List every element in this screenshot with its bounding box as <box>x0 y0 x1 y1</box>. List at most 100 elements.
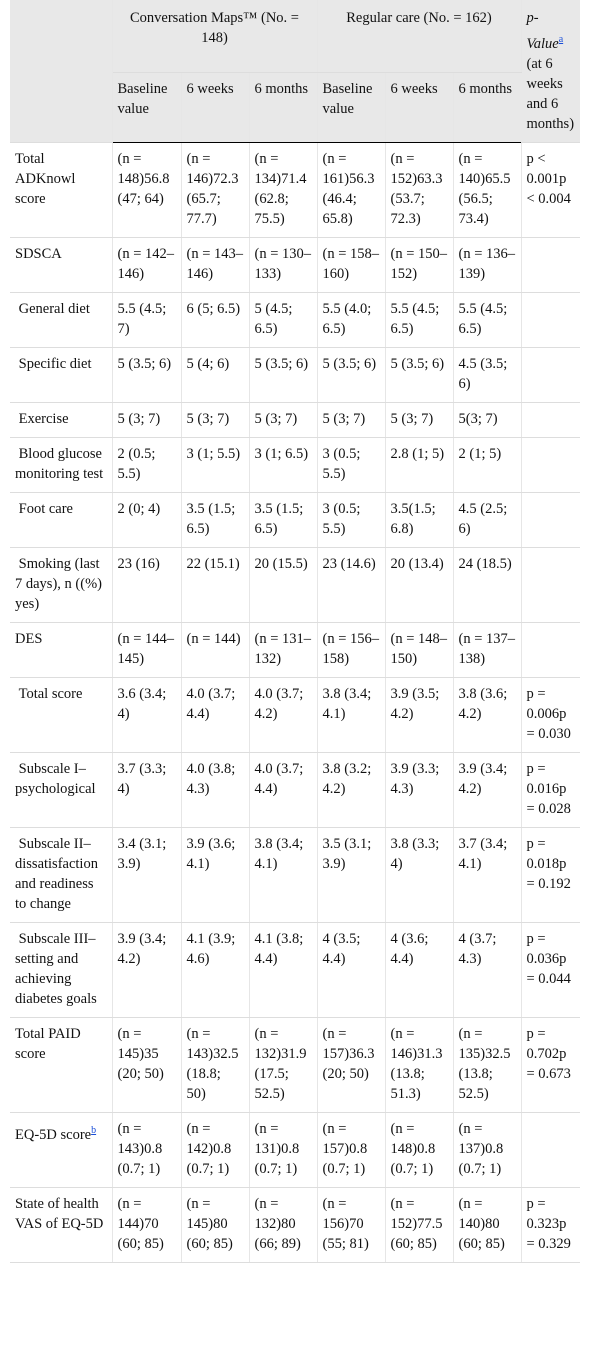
data-cell: 5 (3.5; 6) <box>385 347 454 403</box>
p-value-cell <box>521 347 580 403</box>
data-cell: (n = 148)56.8 (47; 64) <box>112 141 182 238</box>
row-label-text: Foot care <box>15 500 73 517</box>
data-cell: (n = 156)70 (55; 81) <box>317 1187 386 1263</box>
table-row: Total score 3.6 (3.4; 4) 4.0 (3.7; 4.4) 4.0… <box>10 677 580 753</box>
data-cell: (n = 134)71.4 (62.8; 75.5) <box>249 141 318 238</box>
table-header: Conversation Maps™ (No. = 148) Regular c… <box>10 0 580 143</box>
row-label-text: Total ADKnowl score <box>15 150 80 207</box>
data-cell: 3.9 (3.5; 4.2) <box>385 677 454 753</box>
data-cell: 3.9 (3.6; 4.1) <box>181 827 250 923</box>
data-cell: 20 (13.4) <box>385 547 454 623</box>
data-cell: (n = 137)0.8 (0.7; 1) <box>453 1112 522 1188</box>
table-row: DES (n = 144–145) (n = 144) (n = 131–132) (n… <box>10 622 580 678</box>
data-cell: 3.9 (3.4; 4.2) <box>112 922 182 1018</box>
data-cell: 5.5 (4.5; 7) <box>112 292 182 348</box>
data-cell: 4 (3.7; 4.3) <box>453 922 522 1018</box>
row-label: Foot care <box>10 492 113 548</box>
data-cell: 3.7 (3.4; 4.1) <box>453 827 522 923</box>
p-value-cell: p < 0.001p < 0.004 <box>521 141 580 238</box>
data-cell: 5 (3; 7) <box>385 402 454 438</box>
data-cell: 6 (5; 6.5) <box>181 292 250 348</box>
table-row: EQ-5D scoreb (n = 143)0.8 (0.7; 1) (n = 14… <box>10 1112 580 1188</box>
data-cell: (n = 131–132) <box>249 622 318 678</box>
footnote-link[interactable]: b <box>91 1124 97 1136</box>
data-cell: 4.0 (3.7; 4.2) <box>249 677 318 753</box>
data-cell: (n = 142)0.8 (0.7; 1) <box>181 1112 250 1188</box>
p-value-header: p-Valuea (at 6 weeks and 6 months) <box>521 0 580 143</box>
data-table: Conversation Maps™ (No. = 148) Regular c… <box>10 0 580 1263</box>
data-cell: (n = 130–133) <box>249 237 318 293</box>
table-row: Blood glucose monitoring test 2 (0.5; 5.5… <box>10 437 580 493</box>
data-cell: (n = 146)31.3 (13.8; 51.3) <box>385 1017 454 1113</box>
p-value-cell: p = 0.018p = 0.192 <box>521 827 580 923</box>
data-cell: 4 (3.5; 4.4) <box>317 922 386 1018</box>
data-cell: 5.5 (4.0; 6.5) <box>317 292 386 348</box>
row-label: Specific diet <box>10 347 113 403</box>
data-cell: 3 (0.5; 5.5) <box>317 492 386 548</box>
row-label-text: DES <box>15 630 43 647</box>
table-row: Subscale III–setting and achieving diabe… <box>10 922 580 1018</box>
p-value-cell <box>521 437 580 493</box>
footnote-ref: a <box>559 31 563 45</box>
footnote-link[interactable]: a <box>558 34 564 45</box>
data-cell: 5.5 (4.5; 6.5) <box>453 292 522 348</box>
data-cell: 4 (3.6; 4.4) <box>385 922 454 1018</box>
row-label-text: Subscale III–setting and achieving diabe… <box>15 930 97 1007</box>
row-label: Total score <box>10 677 113 753</box>
p-value-cell <box>521 622 580 678</box>
data-cell: (n = 157)0.8 (0.7; 1) <box>317 1112 386 1188</box>
row-label: Subscale III–setting and achieving diabe… <box>10 922 113 1018</box>
data-cell: (n = 148)0.8 (0.7; 1) <box>385 1112 454 1188</box>
data-cell: 4.1 (3.9; 4.6) <box>181 922 250 1018</box>
data-cell: 3.5 (1.5; 6.5) <box>249 492 318 548</box>
data-cell: 5 (3.5; 6) <box>249 347 318 403</box>
subheader-row: Baseline value 6 weeks 6 months Baseline va… <box>10 71 580 143</box>
p-value-cell <box>521 1112 580 1188</box>
row-label: EQ-5D scoreb <box>10 1112 113 1188</box>
column-header: Baseline value <box>317 71 386 143</box>
data-cell: 5 (3.5; 6) <box>112 347 182 403</box>
row-label: Total PAID score <box>10 1017 113 1113</box>
row-label-text: General diet <box>15 300 90 317</box>
row-label-text: Smoking (last 7 days), n ((%) yes) <box>15 555 106 612</box>
table-row: SDSCA (n = 142–146) (n = 143–146) (n = 130–… <box>10 237 580 293</box>
table-row: General diet 5.5 (4.5; 7) 6 (5; 6.5) 5 (4.5… <box>10 292 580 348</box>
header-row: Conversation Maps™ (No. = 148) Regular c… <box>10 0 580 143</box>
row-label: SDSCA <box>10 237 113 293</box>
data-cell: (n = 152)77.5 (60; 85) <box>385 1187 454 1263</box>
data-cell: 2 (0.5; 5.5) <box>112 437 182 493</box>
column-header: 6 weeks <box>181 71 250 143</box>
row-label: Exercise <box>10 402 113 438</box>
p-value-cell: p = 0.323p = 0.329 <box>521 1187 580 1263</box>
data-cell: (n = 132)80 (66; 89) <box>249 1187 318 1263</box>
data-cell: 3.5(1.5; 6.8) <box>385 492 454 548</box>
data-cell: 23 (14.6) <box>317 547 386 623</box>
data-cell: (n = 140)80 (60; 85) <box>453 1187 522 1263</box>
header-text: p-Value <box>526 10 559 52</box>
row-label-text: Subscale II–dissatisfaction and readines… <box>15 835 102 912</box>
data-cell: 22 (15.1) <box>181 547 250 623</box>
data-cell: 2 (1; 5) <box>453 437 522 493</box>
data-cell: 3 (1; 5.5) <box>181 437 250 493</box>
column-header: 6 months <box>249 71 318 143</box>
data-cell: 3.8 (3.4; 4.1) <box>317 677 386 753</box>
data-cell: (n = 142–146) <box>112 237 182 293</box>
p-value-cell <box>521 547 580 623</box>
data-cell: (n = 152)63.3 (53.7; 72.3) <box>385 141 454 238</box>
data-cell: 3.5 (3.1; 3.9) <box>317 827 386 923</box>
data-cell: (n = 137–138) <box>453 622 522 678</box>
row-label: Total ADKnowl score <box>10 141 113 238</box>
data-cell: (n = 158–160) <box>317 237 386 293</box>
p-value-cell <box>521 492 580 548</box>
data-cell: 5 (3; 7) <box>112 402 182 438</box>
data-cell: (n = 157)36.3 (20; 50) <box>317 1017 386 1113</box>
row-label-text: Total PAID score <box>15 1025 85 1062</box>
column-header: Baseline value <box>112 71 182 143</box>
group-header: Regular care (No. = 162) <box>317 0 522 73</box>
footnote-ref: b <box>91 1122 96 1136</box>
table-body: Total ADKnowl score (n = 148)56.8 (47; 64… <box>10 141 580 1263</box>
row-label: DES <box>10 622 113 678</box>
data-cell: 4.5 (3.5; 6) <box>453 347 522 403</box>
data-cell: (n = 145)35 (20; 50) <box>112 1017 182 1113</box>
row-label-text: Blood glucose monitoring test <box>15 445 106 482</box>
